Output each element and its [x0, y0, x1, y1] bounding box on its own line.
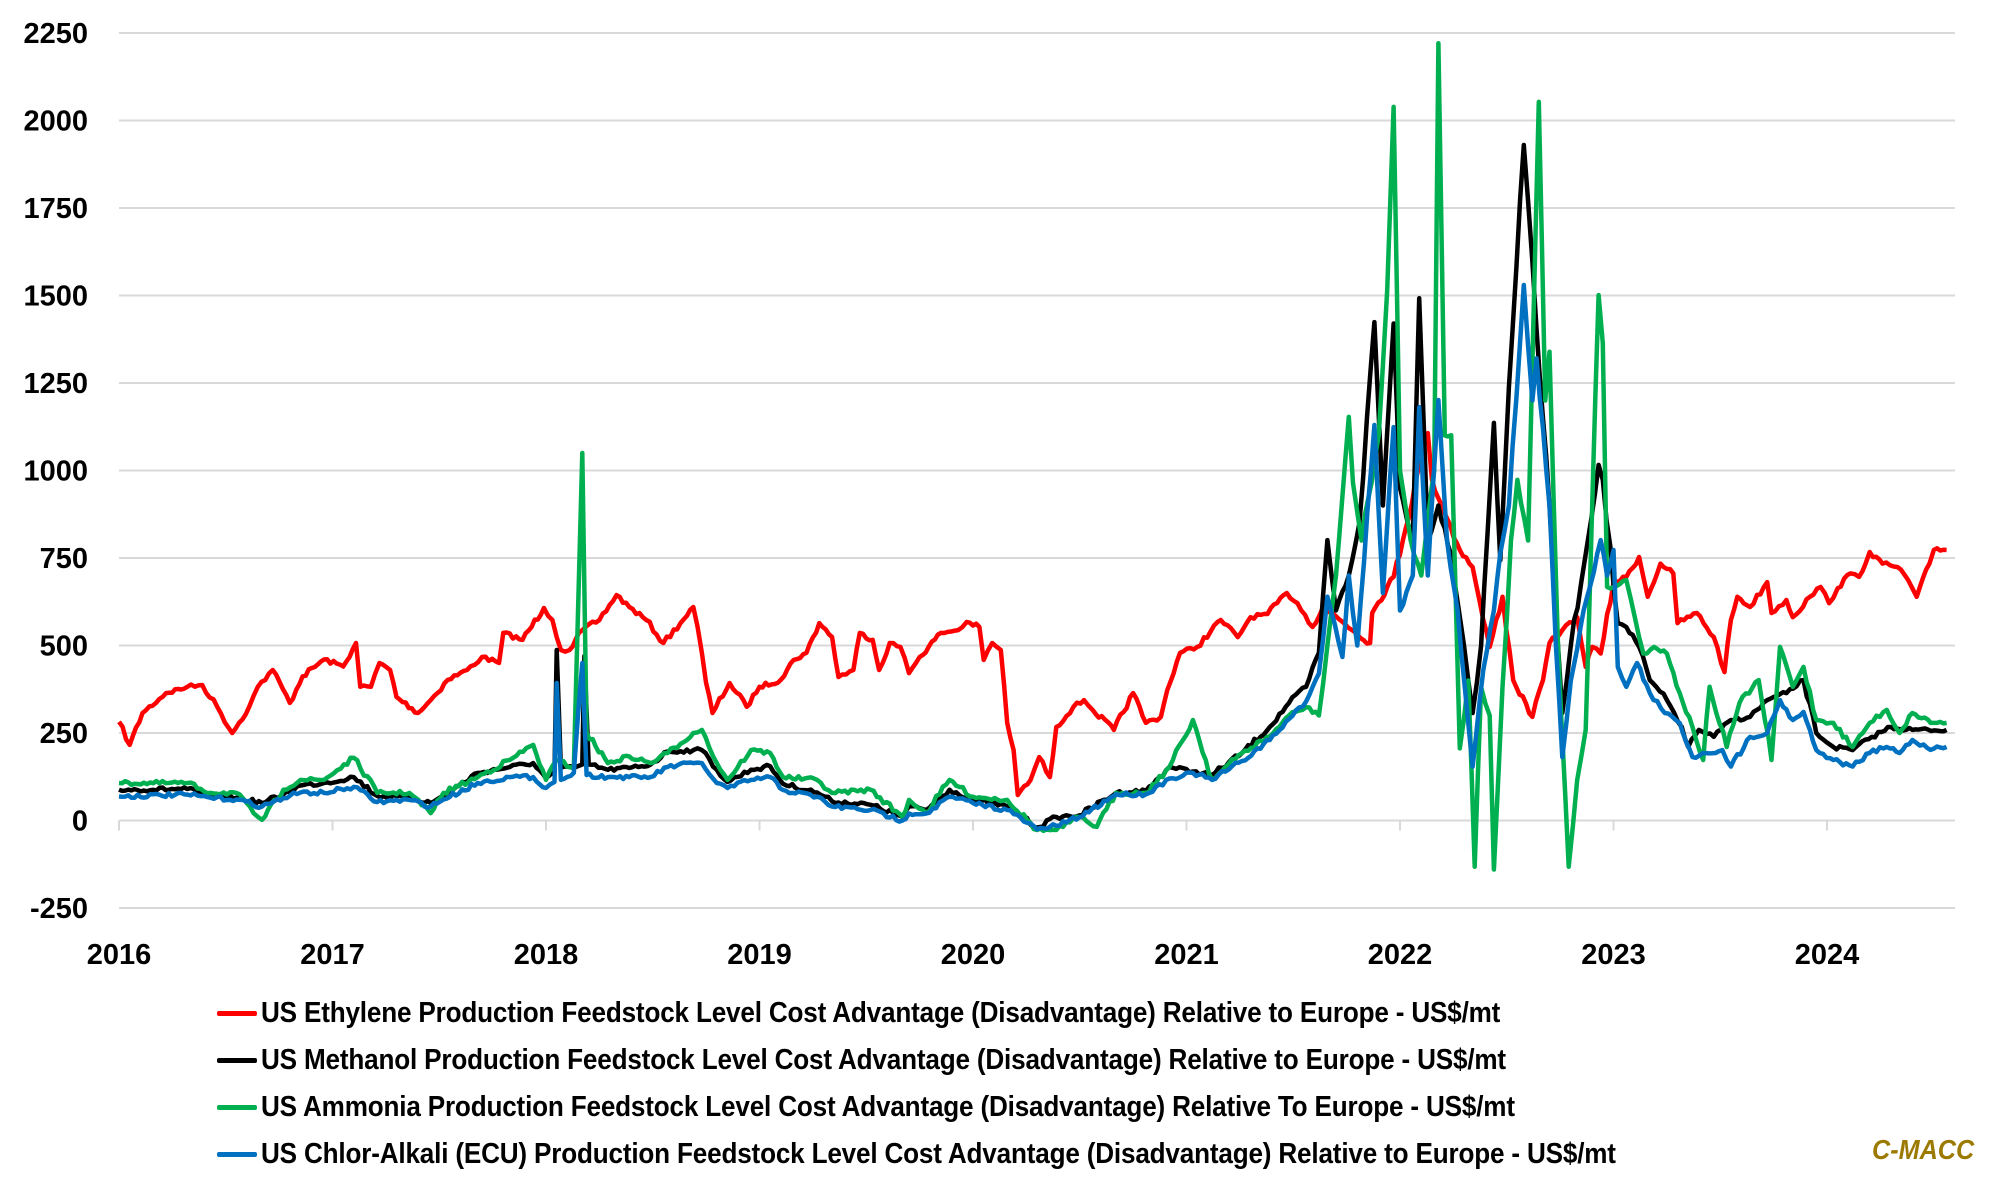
y-tick-label: 0 [72, 806, 88, 838]
y-tick-label: 750 [40, 543, 88, 575]
legend-swatch-ammonia [217, 1105, 257, 1110]
line-chart: -250 0 250 500 750 1000 1250 1500 1750 2000 2250 2… [23, 18, 1955, 971]
y-tick-label: 1750 [23, 193, 88, 225]
series-lines [117, 40, 1948, 872]
y-tick-label: 1500 [23, 281, 88, 313]
x-tick-label: 2021 [1154, 939, 1219, 971]
legend-item-ethylene: US Ethylene Production Feedstock Level C… [217, 990, 1766, 1037]
x-tick-label: 2023 [1581, 939, 1646, 971]
x-tick-label: 2018 [514, 939, 579, 971]
x-tick-label: 2016 [87, 939, 152, 971]
legend-label-chlor-alkali: US Chlor-Alkali (ECU) Production Feedsto… [261, 1138, 1616, 1170]
x-axis: 2016 2017 2018 2019 2020 2021 2022 2023 2024 [87, 819, 1955, 971]
legend: US Ethylene Production Feedstock Level C… [217, 990, 1766, 1178]
gridlines [119, 32, 1955, 909]
x-tick-label: 2024 [1795, 939, 1860, 971]
x-tick-label: 2022 [1368, 939, 1433, 971]
series-line-ammonia [118, 40, 1947, 872]
legend-swatch-chlor-alkali [217, 1152, 257, 1157]
y-tick-label: 1250 [23, 368, 88, 400]
legend-label-methanol: US Methanol Production Feedstock Level C… [261, 1044, 1506, 1076]
legend-item-methanol: US Methanol Production Feedstock Level C… [217, 1037, 1766, 1084]
y-tick-label: 1000 [23, 456, 88, 488]
legend-swatch-methanol [217, 1058, 257, 1063]
legend-item-chlor-alkali: US Chlor-Alkali (ECU) Production Feedsto… [217, 1131, 1766, 1178]
y-tick-label: -250 [30, 893, 88, 925]
legend-item-ammonia: US Ammonia Production Feedstock Level Co… [217, 1084, 1766, 1131]
series-line-chlor-alkali [118, 282, 1948, 832]
x-tick-label: 2019 [727, 939, 792, 971]
brand-watermark: C-MACC [1872, 1134, 1975, 1165]
x-tick-label: 2017 [300, 939, 365, 971]
legend-swatch-ethylene [217, 1011, 257, 1016]
y-tick-label: 500 [40, 631, 88, 663]
x-tick-label: 2020 [941, 939, 1006, 971]
y-tick-label: 2000 [23, 106, 88, 138]
legend-label-ethylene: US Ethylene Production Feedstock Level C… [261, 997, 1501, 1029]
legend-label-ammonia: US Ammonia Production Feedstock Level Co… [261, 1091, 1515, 1123]
y-tick-label: 2250 [23, 18, 88, 50]
series-line-ethylene [117, 430, 1947, 798]
y-axis: -250 0 250 500 750 1000 1250 1500 1750 2000 2250 [23, 18, 88, 925]
series-line-methanol [118, 142, 1948, 830]
y-tick-label: 250 [40, 718, 88, 750]
